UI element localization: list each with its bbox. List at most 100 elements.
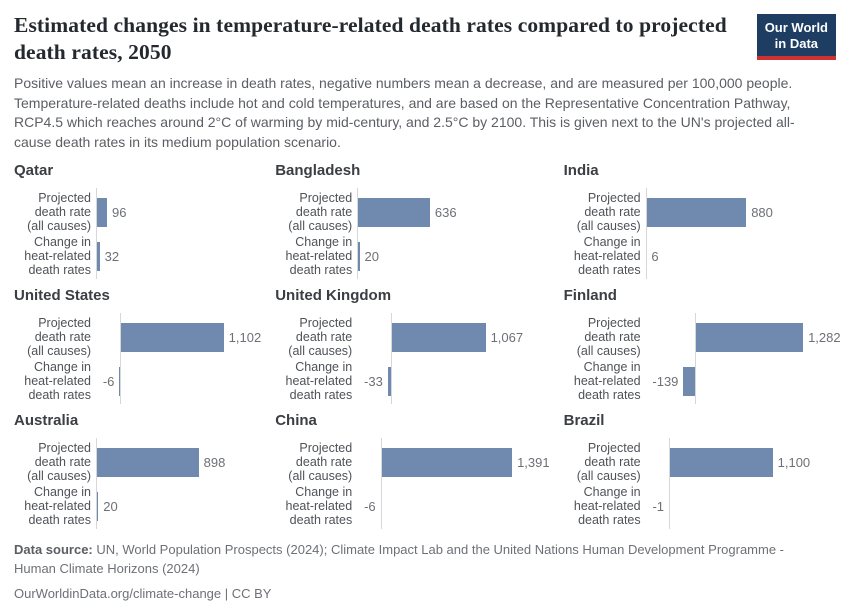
value-label: -1 (652, 499, 664, 514)
positive-zone: 1,100 (669, 441, 841, 483)
bar-label: Projected death rate (all causes) (275, 191, 357, 233)
country-title: India (564, 162, 841, 180)
bar-row: Projected death rate (all causes) 1,067 (275, 316, 549, 358)
bar[interactable] (391, 323, 486, 352)
bar-label: Projected death rate (all causes) (275, 441, 357, 483)
bar-label: Projected death rate (all causes) (14, 316, 96, 358)
panel-chart: Projected death rate (all causes) 96 Cha… (14, 191, 261, 277)
panel-chart: Projected death rate (all causes) 1,102 … (14, 316, 261, 402)
bar-label: Change in heat-related death rates (564, 485, 646, 527)
axis-line (96, 438, 97, 529)
bar-label: Change in heat-related death rates (564, 360, 646, 402)
chart-header: Estimated changes in temperature-related… (14, 12, 836, 66)
bar-label: Projected death rate (all causes) (564, 316, 646, 358)
bar-row: Change in heat-related death rates 20 (275, 235, 549, 277)
axis-line (120, 313, 121, 404)
value-label: 32 (105, 249, 119, 264)
bar-row: Projected death rate (all causes) 898 (14, 441, 261, 483)
chart-title: Estimated changes in temperature-related… (14, 12, 744, 66)
bar[interactable] (96, 198, 107, 227)
value-label: -6 (364, 499, 376, 514)
positive-zone (381, 485, 549, 527)
positive-zone: 636 (357, 191, 549, 233)
country-title: Bangladesh (275, 162, 549, 180)
panels-grid: Qatar Projected death rate (all causes) … (14, 162, 836, 529)
bar-row: Projected death rate (all causes) 1,102 (14, 316, 261, 358)
value-label: -139 (652, 374, 678, 389)
data-source-label: Data source: (14, 542, 93, 557)
country-panel: United States Projected death rate (all … (14, 287, 261, 404)
value-label: 96 (112, 205, 126, 220)
bar-row: Change in heat-related death rates 20 (14, 485, 261, 527)
country-panel: China Projected death rate (all causes) … (275, 412, 549, 529)
bar-row: Projected death rate (all causes) 1,282 (564, 316, 841, 358)
positive-zone: 880 (646, 191, 841, 233)
data-source-line: Data source: UN, World Population Prospe… (14, 541, 829, 578)
negative-zone: -33 (357, 360, 391, 402)
owid-logo-line1: Our World (765, 20, 828, 36)
country-panel: Brazil Projected death rate (all causes)… (564, 412, 841, 529)
bar-label: Change in heat-related death rates (14, 235, 96, 277)
panel-chart: Projected death rate (all causes) 636 Ch… (275, 191, 549, 277)
negative-zone (646, 441, 669, 483)
chart-footer: Data source: UN, World Population Prospe… (14, 541, 836, 604)
bar-row: Change in heat-related death rates -6 (275, 485, 549, 527)
panel-chart: Projected death rate (all causes) 880 Ch… (564, 191, 841, 277)
bar[interactable] (695, 323, 803, 352)
bar-label: Change in heat-related death rates (14, 485, 96, 527)
country-panel: Bangladesh Projected death rate (all cau… (275, 162, 549, 279)
negative-zone: -139 (646, 360, 696, 402)
positive-zone: 898 (96, 441, 261, 483)
bar[interactable] (381, 448, 512, 477)
bar-label: Change in heat-related death rates (275, 235, 357, 277)
panel-chart: Projected death rate (all causes) 1,391 … (275, 441, 549, 527)
bar-row: Projected death rate (all causes) 880 (564, 191, 841, 233)
positive-zone (391, 360, 550, 402)
axis-line (357, 188, 358, 279)
value-label: 880 (751, 205, 773, 220)
positive-zone: 1,391 (381, 441, 549, 483)
bar-row: Projected death rate (all causes) 96 (14, 191, 261, 233)
country-panel: Finland Projected death rate (all causes… (564, 287, 841, 404)
negative-zone (357, 441, 381, 483)
negative-zone (96, 316, 120, 358)
bar-label: Change in heat-related death rates (564, 235, 646, 277)
bar-row: Projected death rate (all causes) 636 (275, 191, 549, 233)
owid-logo[interactable]: Our World in Data (757, 14, 836, 60)
positive-zone (120, 360, 261, 402)
bar-row: Projected death rate (all causes) 1,100 (564, 441, 841, 483)
negative-zone (357, 316, 391, 358)
value-label: -33 (364, 374, 383, 389)
value-label: 898 (204, 455, 226, 470)
bar[interactable] (120, 323, 224, 352)
axis-line (381, 438, 382, 529)
value-label: 1,282 (808, 330, 841, 345)
owid-logo-line2: in Data (765, 36, 828, 52)
bar-row: Change in heat-related death rates 6 (564, 235, 841, 277)
positive-zone (669, 485, 841, 527)
country-title: United Kingdom (275, 287, 549, 305)
country-title: United States (14, 287, 261, 305)
bar-label: Projected death rate (all causes) (275, 316, 357, 358)
bar-label: Change in heat-related death rates (14, 360, 96, 402)
positive-zone: 20 (357, 235, 549, 277)
country-title: Australia (14, 412, 261, 430)
bar-row: Change in heat-related death rates -1 (564, 485, 841, 527)
bar[interactable] (683, 367, 695, 396)
panel-chart: Projected death rate (all causes) 1,100 … (564, 441, 841, 527)
chart-subtitle: Positive values mean an increase in deat… (14, 74, 829, 152)
value-label: 20 (365, 249, 379, 264)
value-label: 20 (103, 499, 117, 514)
bar[interactable] (646, 198, 747, 227)
bar[interactable] (96, 448, 199, 477)
bar[interactable] (357, 198, 430, 227)
value-label: 1,100 (778, 455, 811, 470)
axis-line (646, 188, 647, 279)
value-label: 1,391 (517, 455, 550, 470)
country-title: China (275, 412, 549, 430)
bar[interactable] (669, 448, 773, 477)
value-label: 1,102 (229, 330, 262, 345)
owid-link-line[interactable]: OurWorldinData.org/climate-change | CC B… (14, 585, 836, 604)
negative-zone: -6 (96, 360, 120, 402)
bar-label: Projected death rate (all causes) (14, 441, 96, 483)
